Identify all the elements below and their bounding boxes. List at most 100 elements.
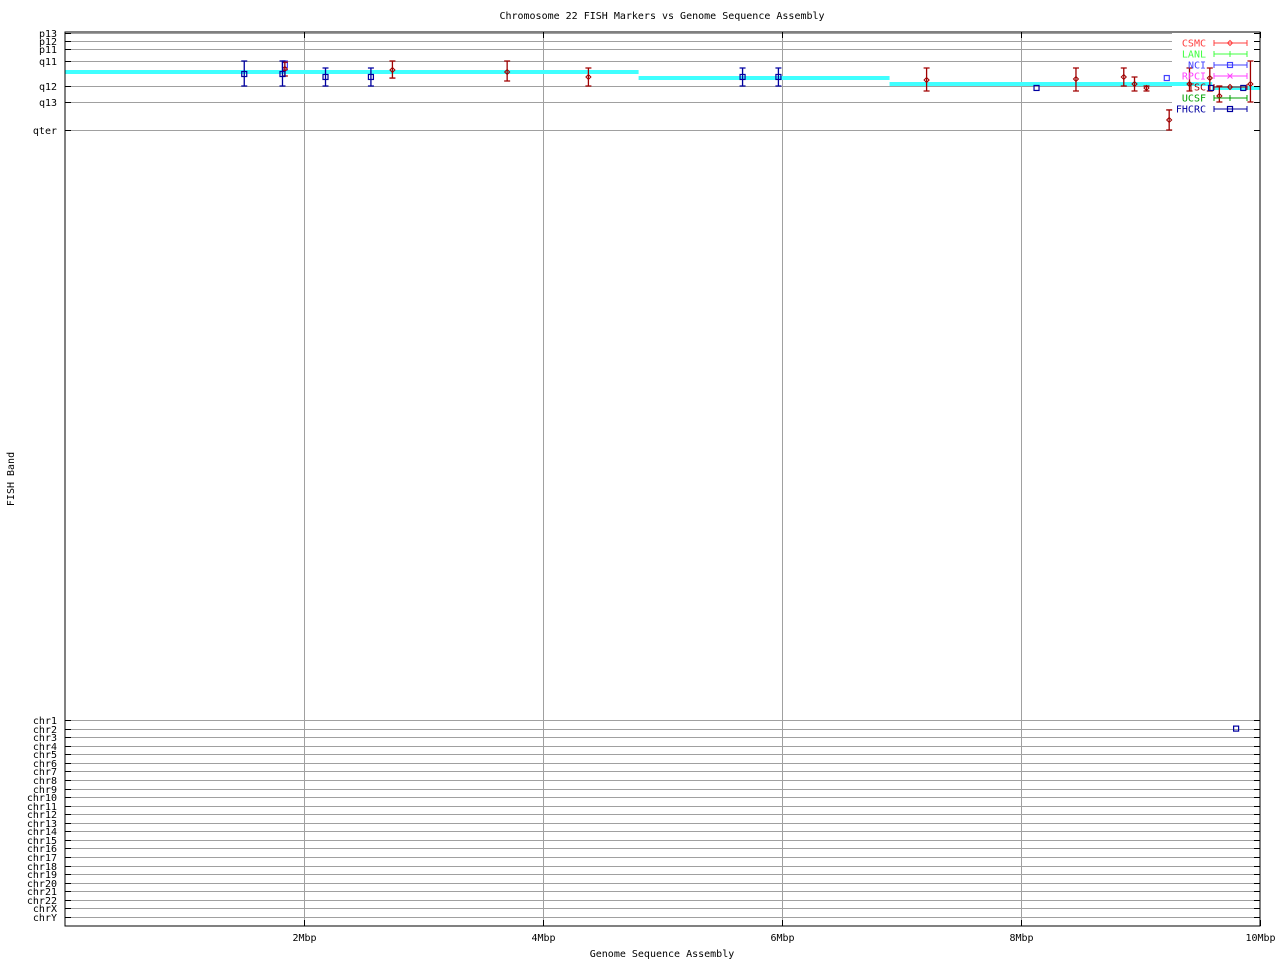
error-bar	[322, 67, 329, 87]
square-marker	[241, 70, 248, 78]
legend-label: LANL	[1182, 50, 1206, 61]
data-point	[1033, 84, 1040, 92]
diamond-marker	[1131, 80, 1138, 88]
data-point	[1247, 60, 1254, 103]
cross-marker	[1227, 73, 1233, 79]
legend-line	[1213, 106, 1248, 112]
diamond-marker	[1165, 116, 1173, 124]
data-point	[585, 67, 592, 87]
x-tick-label: 8Mbp	[1009, 933, 1033, 944]
legend-label: CSMC	[1182, 39, 1206, 50]
assembly-line	[65, 69, 1260, 90]
square-marker	[1163, 74, 1170, 82]
y-tick-label: chr3	[33, 733, 57, 744]
legend-line	[1213, 84, 1248, 90]
data-point	[1120, 67, 1127, 87]
y-tick-label: chr16	[27, 844, 57, 855]
error-bar	[585, 67, 592, 87]
y-tick-label: chr11	[27, 802, 57, 813]
grid	[65, 32, 1260, 926]
diamond-marker	[585, 73, 592, 81]
data-point	[1165, 109, 1173, 131]
error-bar	[504, 60, 511, 82]
data-point	[775, 67, 782, 87]
y-tick-label: chr9	[33, 785, 57, 796]
y-tick-label: p13	[39, 29, 57, 40]
x-tick-label: 4Mbp	[531, 933, 555, 944]
error-bar	[923, 67, 930, 92]
y-tick-label: chr18	[27, 862, 57, 873]
y-tick-label: q13	[39, 98, 57, 109]
error-bar	[1120, 67, 1127, 87]
data-point	[1072, 67, 1080, 92]
x-tick-label: 2Mbp	[292, 933, 316, 944]
data-point	[241, 60, 248, 87]
data-point	[1143, 84, 1150, 92]
diamond-marker	[1226, 39, 1234, 47]
data-points	[241, 60, 1254, 732]
y-tick-label: chr22	[27, 896, 57, 907]
square-marker	[775, 73, 782, 81]
legend-label: NCI	[1188, 61, 1206, 72]
square-marker	[1226, 105, 1234, 113]
chart-title: Chromosome 22 FISH Markers vs Genome Seq…	[499, 11, 824, 22]
y-tick-label: chr13	[27, 819, 57, 830]
data-point	[1232, 725, 1240, 732]
legend-label: RPCI	[1182, 72, 1206, 83]
square-marker	[1240, 84, 1247, 92]
y-tick-label: chr14	[27, 827, 57, 838]
error-bar	[1072, 67, 1079, 92]
data-point	[367, 67, 375, 87]
y-tick-label: chr6	[33, 759, 57, 770]
x-axis-label: Genome Sequence Assembly	[590, 949, 735, 960]
square-marker	[322, 73, 329, 81]
y-tick-label: chr12	[27, 810, 57, 821]
data-point	[1131, 76, 1138, 92]
data-point	[279, 60, 286, 87]
y-tick-label: chr7	[33, 767, 57, 778]
y-tick-label: chrY	[33, 913, 57, 924]
y-tick-label: qter	[33, 126, 57, 137]
y-tick-label: chr15	[27, 836, 57, 847]
square-marker	[739, 73, 746, 81]
error-bar	[389, 60, 396, 79]
diamond-marker	[923, 76, 930, 84]
diamond-marker	[503, 68, 511, 76]
y-tick-label: chrX	[33, 904, 57, 915]
y-tick-label: chr8	[33, 776, 57, 787]
y-tick-label: p12	[39, 37, 57, 48]
y-tick-label: chr10	[27, 793, 57, 804]
square-marker	[367, 73, 375, 81]
data-point	[923, 67, 930, 92]
diamond-marker	[1226, 83, 1234, 91]
error-bar	[1131, 76, 1138, 92]
y-tick-label: chr17	[27, 853, 57, 864]
plot-frame	[64, 31, 1261, 927]
legend-label: FHCRC	[1176, 105, 1206, 116]
diamond-marker	[1206, 74, 1214, 82]
y-tick-label: q11	[39, 57, 57, 68]
data-point	[322, 67, 329, 87]
square-marker	[1033, 84, 1040, 92]
y-tick-label: chr2	[33, 725, 57, 736]
x-tick-label: 10Mbp	[1245, 933, 1275, 944]
y-tick-label: chr4	[33, 742, 57, 753]
plus-marker	[1227, 95, 1233, 101]
data-point	[1206, 67, 1214, 92]
data-point	[1186, 67, 1193, 92]
data-point	[1163, 74, 1170, 82]
legend-label: TSC	[1188, 83, 1206, 94]
diamond-marker	[1120, 73, 1127, 81]
square-marker	[1226, 61, 1234, 69]
diamond-marker	[1186, 80, 1193, 88]
y-tick-label: chr20	[27, 879, 57, 890]
y-tick-label: chr1	[33, 716, 57, 727]
square-marker	[279, 70, 286, 78]
data-point	[739, 67, 746, 87]
error-bar	[1206, 67, 1213, 92]
y-tick-label: q12	[39, 82, 57, 93]
legend-label: UCSF	[1182, 94, 1206, 105]
series-fhcrc	[241, 60, 1247, 732]
error-bar	[241, 60, 248, 87]
